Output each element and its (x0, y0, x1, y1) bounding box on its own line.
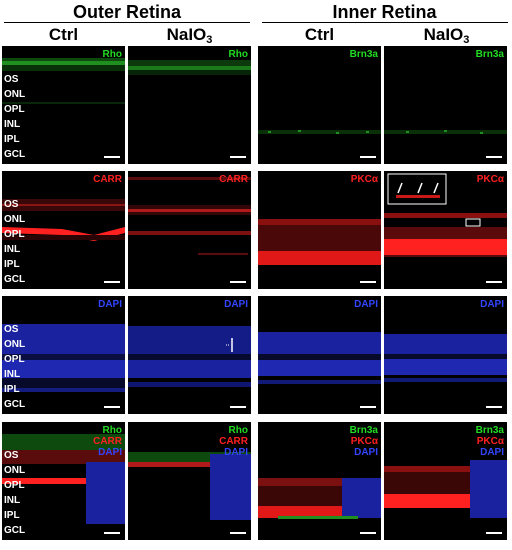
marker-pkc: PKCα (476, 436, 504, 447)
layer-labels: OS ONL OPL INL IPL GCL (4, 197, 25, 287)
outer-ctrl-header: Ctrl (48, 25, 79, 44)
marker-rho: Rho (228, 425, 248, 436)
panel-outer-naio3-merge: Rho CARR DAPI (128, 422, 251, 540)
marker-dapi: DAPI (480, 447, 504, 458)
marker-carr: CARR (93, 174, 122, 185)
layer-onl: ONL (4, 465, 26, 476)
panel-inner-ctrl-brn3a: Brn3a (258, 46, 381, 164)
panel-inner-naio3-brn3a: Brn3a (384, 46, 507, 164)
layer-inl: INL (4, 495, 21, 506)
section-divider (254, 0, 257, 550)
marker-brn3a: Brn3a (475, 49, 504, 60)
layer-inl: INL (4, 119, 21, 130)
panel-inner-naio3-dapi: DAPI (384, 296, 507, 414)
marker-rho: Rho (102, 49, 122, 60)
marker-carr: CARR (219, 174, 248, 185)
inner-retina-underline (262, 22, 508, 23)
inner-ctrl-header: Ctrl (304, 25, 335, 44)
panel-inner-naio3-pkc: PKCα (384, 171, 507, 289)
layer-os: OS (4, 450, 19, 461)
panel-outer-ctrl-merge: Rho CARR DAPI OS ONL OPL INL IPL GCL (2, 422, 125, 540)
marker-dapi: DAPI (224, 299, 248, 310)
scale-bar (104, 532, 120, 534)
scale-bar (360, 156, 376, 158)
outer-naio3-header: NaIO3 (166, 25, 213, 46)
panel-outer-naio3-carr: CARR (128, 171, 251, 289)
layer-os: OS (4, 199, 19, 210)
layer-gcl: GCL (4, 274, 26, 285)
layer-inl: INL (4, 244, 21, 255)
inner-retina-title: Inner Retina (332, 2, 437, 22)
marker-rho: Rho (228, 49, 248, 60)
scale-bar (486, 532, 502, 534)
scale-bar (360, 406, 376, 408)
layer-ipl: IPL (4, 510, 20, 521)
scale-bar (360, 532, 376, 534)
marker-brn3a: Brn3a (349, 425, 378, 436)
layer-labels: OS ONL OPL INL IPL GCL (4, 448, 25, 538)
marker-dapi: DAPI (354, 447, 378, 458)
marker-rho: Rho (102, 425, 122, 436)
layer-ipl: IPL (4, 259, 20, 270)
marker-dapi: DAPI (98, 299, 122, 310)
layer-labels: OS ONL OPL INL IPL GCL (4, 72, 25, 162)
scale-bar (486, 156, 502, 158)
marker-brn3a: Brn3a (475, 425, 504, 436)
panel-inner-ctrl-pkc: PKCα (258, 171, 381, 289)
layer-onl: ONL (4, 89, 26, 100)
inner-naio3-header: NaIO3 (423, 25, 470, 46)
marker-carr: CARR (219, 436, 248, 447)
layer-os: OS (4, 324, 19, 335)
marker-dapi: DAPI (480, 299, 504, 310)
layer-gcl: GCL (4, 399, 26, 410)
scale-bar (104, 281, 120, 283)
scale-bar (360, 281, 376, 283)
panel-outer-ctrl-carr: CARR OS ONL OPL INL IPL GCL (2, 171, 125, 289)
layer-ipl: IPL (4, 134, 20, 145)
marker-pkc: PKCα (350, 436, 378, 447)
scale-bar (230, 532, 246, 534)
layer-opl: OPL (4, 480, 25, 491)
panel-outer-naio3-dapi: DAPI (128, 296, 251, 414)
scale-bar (104, 156, 120, 158)
scale-bar (230, 281, 246, 283)
marker-dapi: DAPI (354, 299, 378, 310)
layer-opl: OPL (4, 354, 25, 365)
marker-brn3a: Brn3a (349, 49, 378, 60)
layer-onl: ONL (4, 214, 26, 225)
outer-retina-underline (4, 22, 250, 23)
layer-opl: OPL (4, 104, 25, 115)
layer-onl: ONL (4, 339, 26, 350)
panel-inner-ctrl-dapi: DAPI (258, 296, 381, 414)
marker-carr: CARR (93, 436, 122, 447)
marker-dapi: DAPI (224, 447, 248, 458)
panel-inner-ctrl-merge: Brn3a PKCα DAPI (258, 422, 381, 540)
panel-outer-ctrl-dapi: DAPI OS ONL OPL INL IPL GCL (2, 296, 125, 414)
layer-opl: OPL (4, 229, 25, 240)
layer-os: OS (4, 74, 19, 85)
panel-outer-ctrl-rho: Rho OS ONL OPL INL IPL GCL (2, 46, 125, 164)
marker-pkc: PKCα (476, 174, 504, 185)
scale-bar (486, 406, 502, 408)
layer-gcl: GCL (4, 149, 26, 160)
scale-bar (230, 156, 246, 158)
layer-ipl: IPL (4, 384, 20, 395)
panel-inner-naio3-merge: Brn3a PKCα DAPI (384, 422, 507, 540)
scale-bar (104, 406, 120, 408)
layer-labels: OS ONL OPL INL IPL GCL (4, 322, 25, 412)
scale-bar (486, 281, 502, 283)
layer-gcl: GCL (4, 525, 26, 536)
marker-pkc: PKCα (350, 174, 378, 185)
layer-inl: INL (4, 369, 21, 380)
outer-retina-title: Outer Retina (72, 2, 182, 22)
panel-outer-naio3-rho: Rho (128, 46, 251, 164)
marker-dapi: DAPI (98, 447, 122, 458)
scale-bar (230, 406, 246, 408)
